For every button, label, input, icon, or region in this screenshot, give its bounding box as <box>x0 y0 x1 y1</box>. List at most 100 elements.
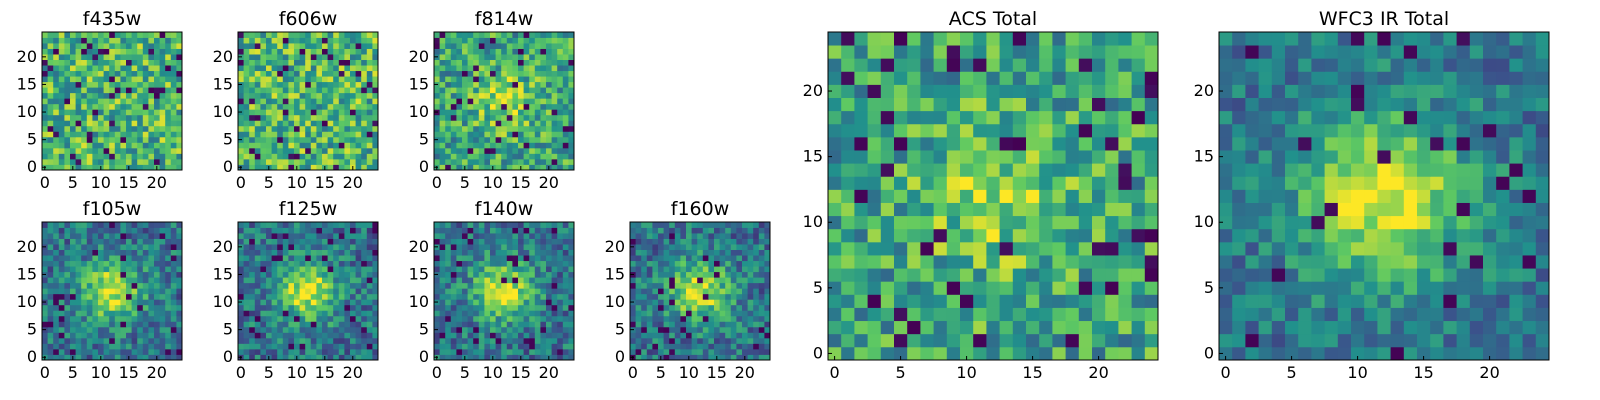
cell <box>946 307 961 322</box>
cell <box>490 343 496 350</box>
cell <box>495 343 502 350</box>
cell <box>260 37 267 44</box>
cell <box>338 142 345 149</box>
cell <box>165 293 172 300</box>
cell <box>260 233 267 239</box>
cell <box>501 227 508 234</box>
cell <box>81 255 88 262</box>
cell <box>501 114 508 121</box>
cell <box>299 249 306 256</box>
cell <box>114 65 121 72</box>
cell <box>355 37 362 44</box>
cell <box>366 315 373 322</box>
cell <box>137 70 144 77</box>
cell <box>562 288 569 295</box>
cell <box>854 176 868 190</box>
cell <box>266 70 272 77</box>
cell <box>92 81 99 88</box>
cell <box>551 98 558 105</box>
x-tick-label: 0 <box>432 363 442 382</box>
cell <box>551 304 558 311</box>
cell <box>266 120 272 127</box>
cell <box>562 304 569 311</box>
cell <box>159 37 166 44</box>
cell <box>986 215 1000 230</box>
cell <box>495 315 502 322</box>
cell <box>266 103 272 110</box>
cell <box>1105 320 1119 335</box>
cell <box>86 81 93 88</box>
cell <box>260 282 267 289</box>
cell <box>58 332 65 339</box>
cell <box>53 293 60 300</box>
cell <box>98 332 104 339</box>
cell <box>450 70 457 77</box>
cell <box>758 332 765 339</box>
cell <box>568 70 575 77</box>
cell <box>372 142 379 149</box>
cell <box>490 125 496 132</box>
cell <box>434 103 440 110</box>
cell <box>170 48 177 55</box>
y-tick-label: 10 <box>605 292 625 311</box>
cell <box>316 147 323 154</box>
cell <box>142 282 149 289</box>
cell <box>551 255 558 262</box>
cell <box>714 238 720 245</box>
cell <box>92 244 99 250</box>
cell <box>445 315 452 322</box>
cell <box>697 321 704 328</box>
cell <box>176 59 183 66</box>
cell <box>333 266 340 273</box>
cell <box>551 54 558 60</box>
cell <box>680 249 687 256</box>
cell <box>512 255 519 262</box>
cell <box>366 260 373 267</box>
cell <box>986 176 1000 190</box>
cell <box>243 142 250 149</box>
cell <box>366 59 373 66</box>
cell <box>478 125 485 132</box>
cell <box>753 348 760 355</box>
cell <box>142 260 149 267</box>
cell <box>1131 163 1146 177</box>
cell <box>98 266 104 273</box>
cell <box>473 348 480 355</box>
cell <box>841 228 855 243</box>
cell <box>322 326 328 333</box>
cell <box>1144 294 1159 308</box>
cell <box>506 131 513 138</box>
cell <box>708 238 715 245</box>
cell <box>484 271 491 278</box>
cell <box>540 255 547 262</box>
cell <box>719 271 726 278</box>
cell <box>658 299 664 306</box>
cell <box>126 142 132 149</box>
cell <box>669 332 676 339</box>
cell <box>310 37 317 44</box>
cell <box>322 249 328 256</box>
cell <box>960 307 974 322</box>
cell <box>462 288 468 295</box>
cell <box>75 48 82 55</box>
cell <box>266 136 272 143</box>
cell <box>355 321 362 328</box>
cell <box>165 348 172 355</box>
cell <box>473 271 480 278</box>
cell <box>249 282 256 289</box>
cell <box>764 315 771 322</box>
cell <box>540 244 547 250</box>
cell <box>641 299 648 306</box>
cell <box>58 233 65 239</box>
cell <box>920 268 934 282</box>
cell <box>551 260 558 267</box>
cell <box>154 103 160 110</box>
cell <box>120 54 127 60</box>
cell <box>669 260 676 267</box>
cell <box>75 158 82 165</box>
cell <box>946 163 961 177</box>
cell <box>42 131 48 138</box>
cell <box>266 59 272 66</box>
cell <box>562 310 569 317</box>
cell <box>114 120 121 127</box>
